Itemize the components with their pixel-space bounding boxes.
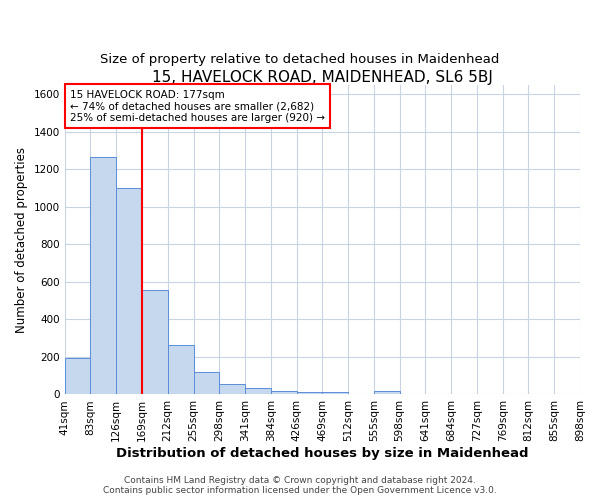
Bar <box>322 392 348 394</box>
Bar <box>142 290 168 395</box>
Bar <box>168 345 193 395</box>
Bar <box>245 388 271 394</box>
Bar <box>116 188 142 394</box>
Bar <box>193 372 219 394</box>
Bar <box>374 390 400 394</box>
Bar <box>91 157 116 394</box>
Y-axis label: Number of detached properties: Number of detached properties <box>15 146 28 332</box>
Bar <box>219 384 245 394</box>
Text: Size of property relative to detached houses in Maidenhead: Size of property relative to detached ho… <box>100 52 500 66</box>
Bar <box>271 390 296 394</box>
Title: 15, HAVELOCK ROAD, MAIDENHEAD, SL6 5BJ: 15, HAVELOCK ROAD, MAIDENHEAD, SL6 5BJ <box>152 70 493 85</box>
Text: Contains HM Land Registry data © Crown copyright and database right 2024.
Contai: Contains HM Land Registry data © Crown c… <box>103 476 497 495</box>
Bar <box>65 358 91 395</box>
X-axis label: Distribution of detached houses by size in Maidenhead: Distribution of detached houses by size … <box>116 447 529 460</box>
Text: 15 HAVELOCK ROAD: 177sqm
← 74% of detached houses are smaller (2,682)
25% of sem: 15 HAVELOCK ROAD: 177sqm ← 74% of detach… <box>70 90 325 123</box>
Bar <box>296 392 322 394</box>
